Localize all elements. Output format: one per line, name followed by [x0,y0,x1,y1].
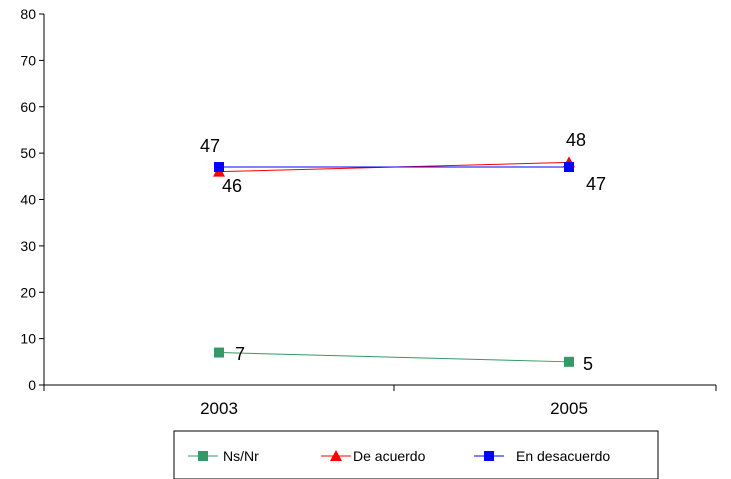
data-label: 46 [222,176,242,196]
data-label: 48 [566,130,586,150]
legend-box [173,430,659,479]
legend-label: De acuerdo [353,448,426,464]
axes: 0 10 20 30 40 50 60 70 80 2003 2005 [20,6,717,418]
y-tick-label: 10 [20,331,36,347]
legend-label: Ns/Nr [223,448,259,464]
data-point [214,347,224,358]
data-point [564,356,574,367]
legend-marker [484,451,494,461]
legend-marker [198,451,208,461]
y-tick-label: 0 [28,377,36,393]
series-line [218,352,570,363]
y-tick-label: 30 [20,238,36,254]
legend: Ns/Nr De acuerdo En desacuerdo [173,430,659,479]
data-labels: 7 5 46 48 47 47 [200,130,606,374]
legend-marker [330,450,342,461]
y-tick-label: 20 [20,284,36,300]
data-point [214,162,224,173]
x-tick-label: 2003 [200,399,238,418]
data-label: 47 [586,174,606,194]
y-tick-label: 50 [20,145,36,161]
series-layer [213,156,575,367]
data-label: 47 [200,136,220,156]
data-label: 7 [235,344,245,364]
y-tick-label: 40 [20,192,36,208]
x-tick-label: 2005 [550,399,588,418]
y-tick-label: 70 [20,52,36,68]
legend-label: En desacuerdo [516,448,610,464]
y-tick-label: 60 [20,99,36,115]
data-point [564,162,574,173]
data-label: 5 [583,354,593,374]
y-tick-label: 80 [20,6,36,22]
